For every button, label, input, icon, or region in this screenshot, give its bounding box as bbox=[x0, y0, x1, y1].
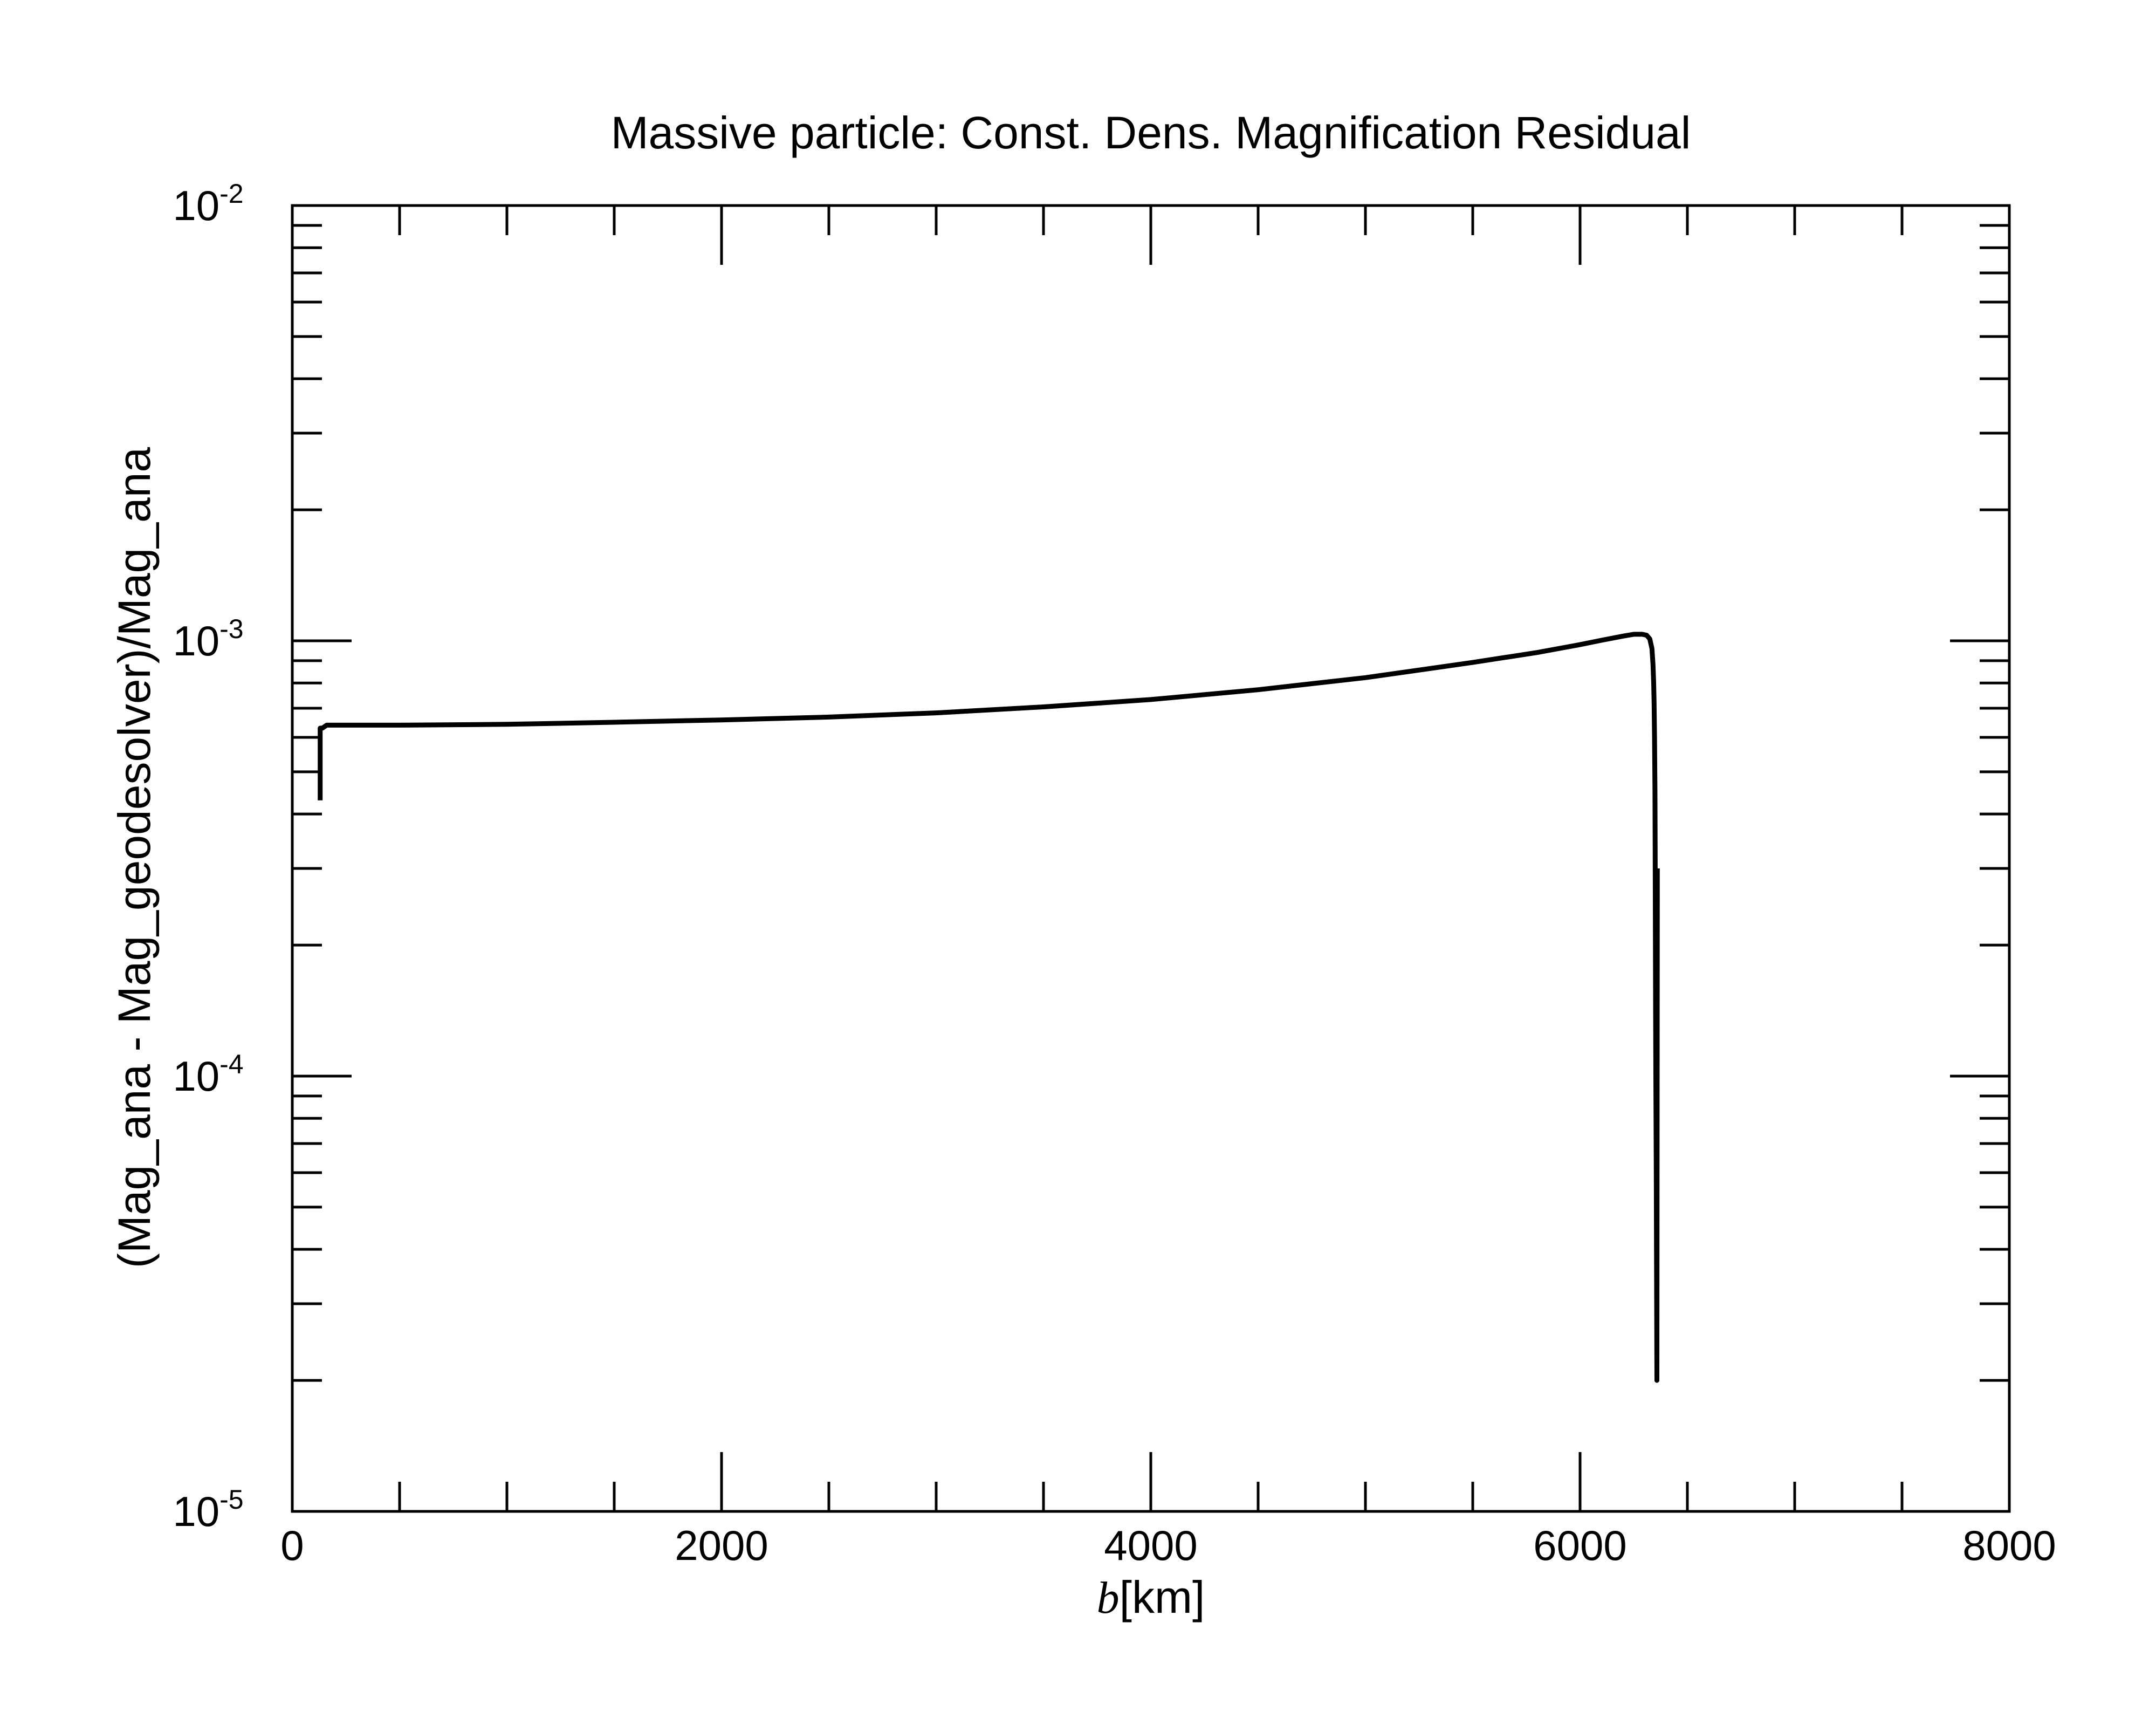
series-line bbox=[318, 632, 1660, 1383]
y-tick-base: 10 bbox=[173, 1052, 219, 1100]
y-axis-tick-labels: 10-510-410-310-2 bbox=[173, 179, 243, 1535]
y-tick-exponent: -3 bbox=[219, 614, 243, 644]
y-tick-label: 10-3 bbox=[173, 614, 243, 665]
x-axis-variable: b bbox=[1097, 1573, 1120, 1623]
series-layer bbox=[318, 632, 1660, 1383]
y-tick-label: 10-5 bbox=[173, 1484, 243, 1535]
y-tick-exponent: -4 bbox=[219, 1049, 243, 1079]
y-tick-base: 10 bbox=[173, 182, 219, 229]
y-tick-label: 10-2 bbox=[173, 179, 243, 229]
x-tick-label: 8000 bbox=[1962, 1522, 2056, 1569]
x-tick-label: 0 bbox=[280, 1522, 304, 1569]
x-tick-label: 4000 bbox=[1104, 1522, 1198, 1569]
x-axis-label: b[km] bbox=[1097, 1572, 1205, 1623]
x-axis-unit: [km] bbox=[1120, 1572, 1205, 1623]
y-tick-base: 10 bbox=[173, 1488, 219, 1535]
y-axis-label: (Mag_ana - Mag_geodesolver)/Mag_ana bbox=[109, 447, 160, 1269]
y-tick-exponent: -2 bbox=[219, 179, 243, 209]
x-tick-label: 2000 bbox=[675, 1522, 768, 1569]
y-tick-label: 10-4 bbox=[173, 1049, 243, 1100]
x-axis-ticks bbox=[291, 206, 2011, 1511]
y-axis-ticks bbox=[292, 204, 2009, 1513]
y-tick-exponent: -5 bbox=[219, 1484, 243, 1515]
y-tick-base: 10 bbox=[173, 617, 219, 665]
x-axis-tick-labels: 0 2000 4000 6000 8000 bbox=[280, 1522, 2056, 1569]
x-tick-label: 6000 bbox=[1533, 1522, 1627, 1569]
chart-title: Massive particle: Const. Dens. Magnifica… bbox=[611, 107, 1691, 158]
